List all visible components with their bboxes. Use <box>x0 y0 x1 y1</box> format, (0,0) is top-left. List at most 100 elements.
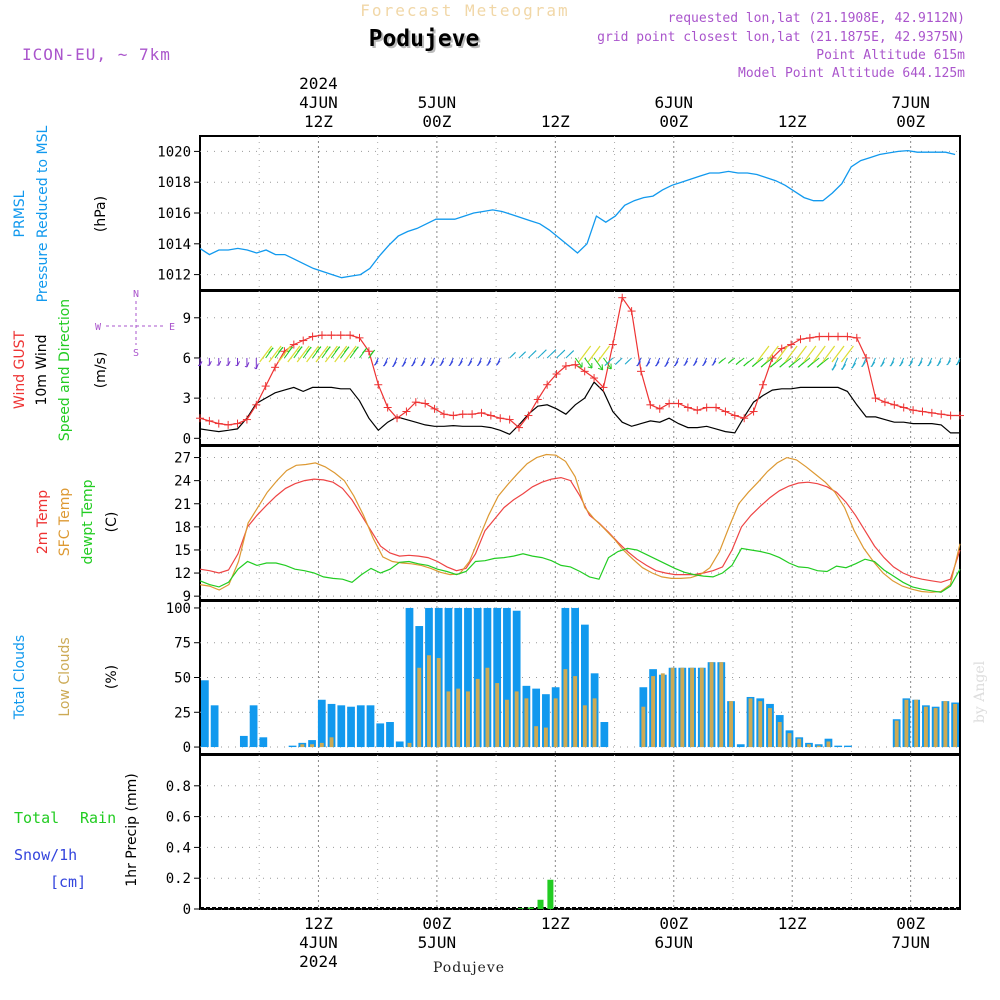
total-cloud-bar <box>454 607 463 748</box>
wind-arrow-shaft <box>584 357 593 369</box>
wind-arrow-head <box>458 360 463 366</box>
wind-direction-arrow <box>692 357 698 366</box>
wind-direction-arrow <box>655 357 661 367</box>
wind-arrow-head <box>244 365 248 368</box>
wind-arrow-head <box>383 361 388 367</box>
gust-marker <box>899 403 908 412</box>
pressure-line <box>199 149 956 279</box>
top-time-label: 2024 <box>299 74 338 93</box>
low-cloud-bar <box>670 667 675 748</box>
gust-marker <box>421 399 430 408</box>
low-cloud-bar <box>651 676 656 748</box>
wind-direction-arrow <box>898 357 905 367</box>
temp-ytick-label: 27 <box>174 451 191 467</box>
wind-arrow-head <box>702 360 707 366</box>
low-cloud-bar <box>300 744 305 748</box>
wind-direction-arrow <box>955 357 961 366</box>
pressure-ytick-label: 1012 <box>157 268 191 284</box>
wind-direction-arrow <box>382 357 389 367</box>
gust-marker <box>524 411 533 420</box>
low-cloud-bar <box>933 708 938 748</box>
wind-arrow-head <box>449 360 454 366</box>
wind-direction-arrow <box>751 357 764 367</box>
gust-marker <box>515 423 524 432</box>
pressure-panel: 1012 1014 1016 1018 1020 <box>157 135 961 291</box>
gust-marker <box>308 332 317 341</box>
wind-arrow-head <box>477 360 482 366</box>
total-cloud-bar <box>464 607 472 748</box>
wind-direction-arrow <box>293 346 303 359</box>
wind-direction-arrow <box>373 357 379 366</box>
gust-marker <box>758 380 767 389</box>
wind-direction-arrow <box>528 350 537 359</box>
low-cloud-label: Low Clouds <box>57 637 73 716</box>
gust-marker <box>655 404 664 413</box>
wind-direction-arrow <box>727 357 736 364</box>
wind-direction-arrow <box>743 357 754 367</box>
wind-arrow-head <box>899 361 904 367</box>
wind-arrow-head <box>468 360 473 366</box>
compass-n: N <box>133 289 139 300</box>
temp-ytick-label: 24 <box>174 474 191 490</box>
gust-label: Wind GUST <box>12 330 28 409</box>
total-cloud-bar <box>210 705 219 748</box>
wind-direction-arrow <box>330 346 341 359</box>
precip-ytick-label: 0.2 <box>166 871 191 887</box>
total-cloud-bar <box>347 706 355 748</box>
pressure-name-label: PRMSL <box>12 190 28 237</box>
wind-arrow-head <box>374 360 379 366</box>
top-time-label: 12Z <box>778 112 807 131</box>
wind-direction-arrow <box>645 357 651 367</box>
temp-ytick-label: 18 <box>174 520 191 536</box>
wind-direction-arrow <box>711 357 717 366</box>
low-cloud-bar <box>729 701 733 748</box>
snow-label-1: Snow/1h <box>14 846 77 864</box>
cloud-unit-label: (%) <box>104 665 120 689</box>
wind-direction-arrow <box>917 357 923 367</box>
strong-wind-hatch <box>596 345 610 363</box>
low-cloud-bar <box>310 744 314 748</box>
compass-rose: N S W E <box>95 289 175 359</box>
wind-direction-arrow <box>870 357 877 368</box>
total-cloud-bar <box>259 737 268 748</box>
strong-wind-hatch <box>756 345 770 363</box>
wind-direction-arrow <box>537 349 547 359</box>
wind-direction-arrow <box>673 357 679 367</box>
low-cloud-bar <box>894 720 899 748</box>
low-cloud-bar <box>563 669 568 748</box>
gust-marker <box>796 335 805 344</box>
wind-ytick-label: 9 <box>183 311 191 327</box>
low-cloud-bar <box>709 662 714 748</box>
wind-direction-arrow <box>518 351 527 359</box>
dew-temp-label: dewpt Temp <box>80 479 96 564</box>
pressure-ytick-label: 1016 <box>157 206 191 222</box>
gust-marker <box>552 370 561 379</box>
gust-marker <box>909 406 918 415</box>
low-cloud-bar <box>758 701 763 748</box>
wind-direction-arrow <box>807 357 820 368</box>
wind-arrow-head <box>728 359 733 364</box>
total-cloud-bar <box>473 607 482 748</box>
wind-direction-arrow <box>349 346 359 359</box>
model-altitude: Model Point Altitude 644.125m <box>738 66 965 81</box>
gust-marker <box>880 398 889 407</box>
wind-arrow-head <box>392 361 397 367</box>
precip-ytick-label: 0.4 <box>166 840 191 856</box>
wind-arrow-head <box>693 360 698 366</box>
wind-direction-arrow <box>584 357 593 369</box>
time-axis-label: 4JUN <box>299 933 338 952</box>
low-cloud-bar <box>768 708 772 748</box>
gust-marker <box>496 414 505 423</box>
rain-bar <box>517 908 524 909</box>
top-time-label: 6JUN <box>655 93 694 112</box>
gust-marker <box>599 383 608 392</box>
wind-direction-arrow <box>880 357 886 367</box>
wind-direction-arrow <box>574 357 583 368</box>
rain-bar <box>537 899 544 909</box>
gust-marker <box>815 332 824 341</box>
wind-arrow-head <box>918 361 923 367</box>
temp-unit-label: (C) <box>104 512 120 533</box>
total-cloud-bar <box>239 735 248 748</box>
pressure-ytick-label: 1018 <box>157 175 191 191</box>
